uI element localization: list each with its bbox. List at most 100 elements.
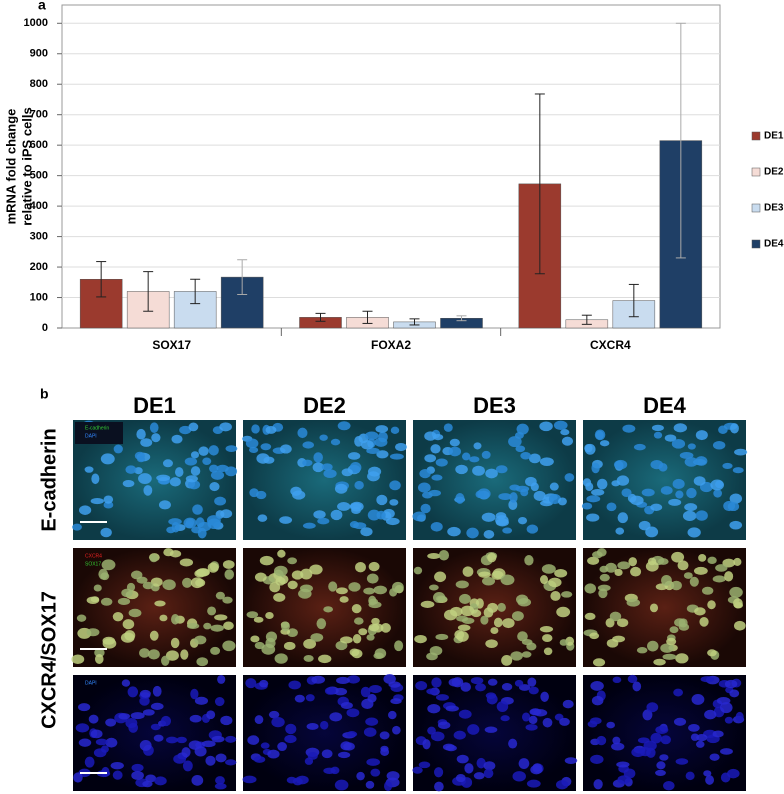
cell-nucleus — [273, 593, 286, 602]
x-tick-label: CXCR4 — [590, 338, 631, 352]
cell-nucleus — [139, 689, 151, 698]
cell-nucleus — [448, 446, 462, 457]
cell-nucleus — [483, 768, 494, 779]
cell-nucleus — [418, 761, 431, 769]
cell-nucleus — [512, 771, 526, 782]
cell-nucleus — [612, 635, 626, 643]
cell-nucleus — [414, 634, 427, 644]
cell-nucleus — [691, 694, 705, 705]
cell-nucleus — [675, 653, 689, 664]
cell-nucleus — [310, 633, 324, 642]
cell-nucleus — [352, 634, 362, 644]
cell-nucleus — [606, 721, 616, 729]
cell-nucleus — [517, 631, 528, 642]
cell-nucleus — [632, 681, 642, 692]
cell-nucleus — [671, 439, 686, 449]
cell-nucleus — [434, 571, 447, 583]
cell-nucleus — [424, 431, 437, 441]
cell-nucleus — [245, 438, 259, 449]
cell-nucleus — [647, 557, 657, 566]
cell-nucleus — [171, 434, 183, 444]
cell-nucleus — [210, 624, 224, 632]
cell-nucleus — [540, 575, 549, 585]
cell-nucleus — [730, 423, 739, 434]
cell-nucleus — [431, 474, 443, 481]
cell-nucleus — [716, 696, 731, 705]
cell-nucleus — [673, 717, 687, 726]
cell-nucleus — [265, 637, 276, 649]
cell-nucleus — [528, 715, 538, 725]
cell-nucleus — [630, 566, 642, 577]
cell-nucleus — [128, 608, 142, 618]
cell-nucleus — [413, 566, 423, 575]
cell-nucleus — [389, 588, 398, 597]
cell-nucleus — [460, 605, 475, 617]
cell-nucleus — [493, 617, 503, 628]
cell-nucleus — [443, 423, 453, 432]
cell-nucleus — [183, 517, 197, 529]
cell-nucleus — [84, 466, 94, 473]
cell-nucleus — [415, 680, 428, 691]
cell-nucleus — [650, 732, 662, 744]
cell-nucleus — [337, 421, 351, 431]
cell-nucleus — [149, 554, 158, 563]
cell-nucleus — [420, 600, 435, 608]
cell-nucleus — [138, 473, 152, 484]
cell-nucleus — [655, 769, 666, 777]
cell-nucleus — [394, 640, 404, 652]
cell-nucleus — [674, 618, 686, 627]
cell-nucleus — [374, 437, 388, 447]
cell-nucleus — [190, 451, 200, 459]
cell-nucleus — [355, 562, 366, 573]
plot-frame — [61, 4, 721, 329]
cell-nucleus — [280, 621, 290, 632]
cell-nucleus — [371, 617, 380, 625]
cell-nucleus — [659, 754, 669, 761]
cell-nucleus — [365, 780, 375, 789]
cell-nucleus — [284, 734, 297, 744]
y-tick-label: 200 — [30, 261, 48, 273]
cell-nucleus — [186, 622, 200, 629]
cell-nucleus — [527, 677, 537, 687]
cell-nucleus — [190, 577, 204, 589]
column-header: DE1 — [133, 393, 176, 418]
cell-nucleus — [376, 510, 386, 520]
cell-nucleus — [101, 559, 116, 571]
cell-nucleus — [419, 469, 431, 479]
cell-nucleus — [283, 641, 296, 651]
cell-nucleus — [388, 681, 401, 688]
cell-nucleus — [660, 735, 671, 745]
cell-nucleus — [311, 675, 326, 684]
cell-nucleus — [616, 761, 630, 768]
cell-nucleus — [664, 434, 677, 442]
cell-nucleus — [698, 553, 707, 562]
cell-nucleus — [541, 564, 556, 574]
cell-nucleus — [122, 619, 135, 630]
cell-nucleus — [599, 440, 610, 447]
cell-nucleus — [426, 688, 438, 695]
cell-nucleus — [134, 467, 143, 475]
cell-nucleus — [590, 680, 604, 691]
cell-nucleus — [136, 428, 146, 440]
cell-nucleus — [142, 709, 155, 716]
cell-nucleus — [316, 618, 327, 630]
inset-label: E-cadherin — [85, 425, 109, 431]
cell-nucleus — [90, 497, 104, 505]
cell-nucleus — [516, 423, 529, 435]
cell-nucleus — [288, 680, 301, 690]
cell-nucleus — [724, 716, 733, 724]
y-tick-label: 800 — [30, 78, 48, 90]
cell-nucleus — [677, 560, 689, 571]
cell-nucleus — [368, 595, 377, 606]
cell-nucleus — [188, 740, 202, 750]
cell-nucleus — [458, 709, 472, 719]
cell-nucleus — [210, 646, 221, 655]
cell-nucleus — [343, 742, 355, 751]
cell-nucleus — [214, 614, 228, 621]
cell-nucleus — [222, 560, 235, 569]
cell-nucleus — [638, 520, 651, 531]
cell-nucleus — [353, 617, 364, 625]
cell-nucleus — [175, 467, 184, 477]
cell-nucleus — [701, 586, 714, 595]
cell-nucleus — [309, 564, 323, 575]
